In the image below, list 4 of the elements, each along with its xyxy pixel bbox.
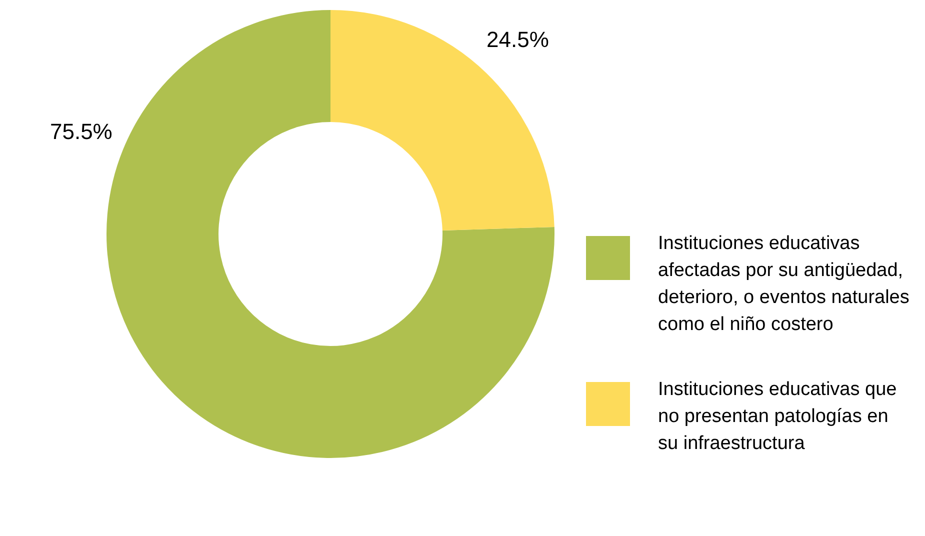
data-label: 75.5%: [50, 119, 112, 144]
data-label: 24.5%: [486, 26, 549, 52]
legend-label: Instituciones educativas afectadas por su antigüedad, deterioro, o eventos naturales como el niño costero: [658, 232, 910, 337]
legend-label: Instituciones educativas que no presentan patologías en su infraestructura: [658, 378, 898, 456]
